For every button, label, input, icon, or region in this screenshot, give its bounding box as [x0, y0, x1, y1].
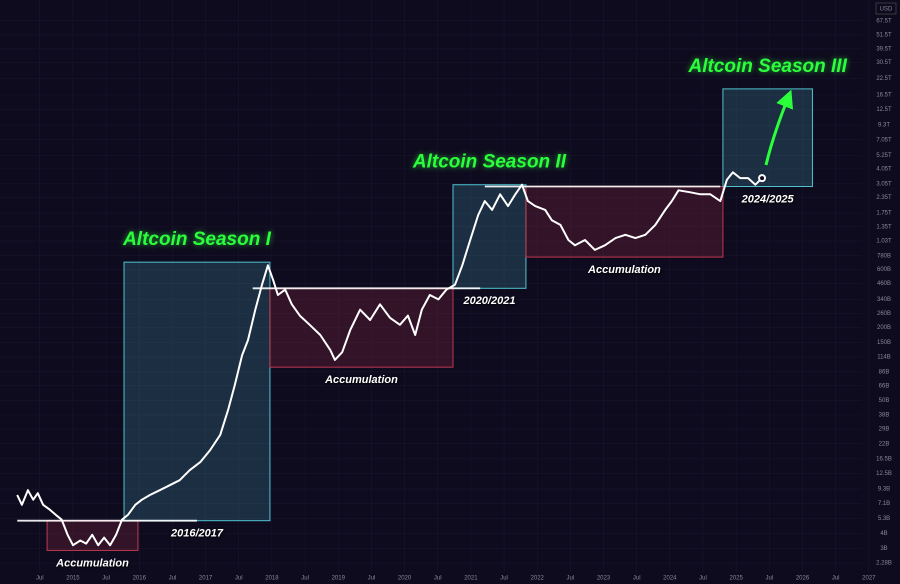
- y-tick-label: 2.35T: [876, 195, 892, 201]
- y-tick-label: 9.3B: [878, 487, 890, 493]
- zone-label: Accumulation: [324, 374, 398, 386]
- y-tick-label: 114B: [877, 355, 891, 361]
- x-tick-label: 2022: [531, 576, 545, 582]
- y-tick-label: 12.5T: [876, 107, 892, 113]
- y-tick-label: 38B: [879, 412, 890, 418]
- zone: [722, 88, 813, 188]
- y-tick-label: 67.5T: [876, 18, 892, 24]
- x-tick-label: Jul: [699, 576, 707, 582]
- y-tick-label: 50B: [879, 398, 890, 404]
- y-tick-label: 2.28B: [876, 561, 892, 567]
- season-title: Altcoin Season II: [412, 152, 567, 173]
- y-tick-label: 51.5T: [876, 33, 892, 39]
- grid: [0, 0, 870, 572]
- y-tick-label: 1.03T: [876, 239, 892, 245]
- x-tick-label: 2017: [199, 576, 213, 582]
- arrow: [764, 89, 794, 166]
- y-tick-label: 7.05T: [876, 137, 892, 143]
- x-tick-label: Jul: [102, 576, 110, 582]
- y-tick-label: 200B: [877, 325, 891, 331]
- y-tick-label: 340B: [877, 297, 891, 303]
- x-tick-label: 2018: [265, 576, 279, 582]
- x-tick-label: 2027: [862, 576, 876, 582]
- y-tick-label: 460B: [877, 281, 891, 287]
- y-tick-label: 4.05T: [876, 166, 892, 172]
- x-tick-label: Jul: [368, 576, 376, 582]
- x-tick-label: 2023: [597, 576, 611, 582]
- y-tick-label: 16.5B: [876, 456, 892, 462]
- x-tick-label: Jul: [832, 576, 840, 582]
- x-tick-label: Jul: [36, 576, 44, 582]
- y-tick-label: 1.75T: [876, 211, 892, 217]
- season-title: Altcoin Season III: [687, 56, 847, 77]
- x-tick-label: Jul: [301, 576, 309, 582]
- y-tick-label: 86B: [879, 369, 890, 375]
- y-tick-label: 29B: [879, 427, 890, 433]
- x-tick-label: 2021: [464, 576, 478, 582]
- y-tick-label: 16.5T: [876, 92, 892, 98]
- y-tick-label: 12.5B: [876, 471, 892, 477]
- x-tick-label: Jul: [766, 576, 774, 582]
- zone-label: Accumulation: [587, 264, 661, 276]
- zones: [46, 88, 813, 551]
- zone: [269, 287, 454, 368]
- currency: USD: [880, 7, 893, 13]
- x-tick-label: 2019: [332, 576, 346, 582]
- last-point: [758, 174, 767, 183]
- x-tick-label: 2016: [133, 576, 147, 582]
- x-tick-label: 2025: [730, 576, 744, 582]
- zone: [525, 186, 724, 258]
- y-tick-label: 260B: [877, 311, 891, 317]
- x-tick-label: 2026: [796, 576, 810, 582]
- plot: [16, 171, 767, 547]
- y-tick-label: 4B: [880, 531, 887, 537]
- y-tick-label: 600B: [877, 267, 891, 273]
- y-tick-label: 7.1B: [878, 501, 890, 507]
- y-tick-label: 22.5T: [876, 76, 892, 82]
- y-tick-label: 150B: [877, 340, 891, 346]
- x-tick-label: Jul: [567, 576, 575, 582]
- x-tick-label: Jul: [500, 576, 508, 582]
- y-tick-label: 39.5T: [876, 47, 892, 53]
- zone: [123, 261, 271, 522]
- x-tick-label: Jul: [434, 576, 442, 582]
- y-tick-label: 5.3B: [878, 516, 890, 522]
- y-tick-label: 30.5T: [876, 60, 892, 66]
- x-tick-label: 2015: [66, 576, 80, 582]
- zone-label: 2020/2021: [462, 295, 515, 307]
- axes: 67.5T 51.5T 39.5T 30.5T 22.5T 16.5T 12.5T 9.3T 7…: [36, 18, 892, 581]
- y-tick-label: 9.3T: [878, 123, 890, 129]
- line: [16, 171, 763, 547]
- y-tick-label: 1.35T: [876, 224, 892, 230]
- currency-box: [875, 2, 897, 15]
- season-title: Altcoin Season I: [122, 229, 272, 250]
- x-tick-label: 2020: [398, 576, 412, 582]
- y-tick-label: 3.05T: [876, 181, 892, 187]
- zone: [452, 184, 527, 289]
- y-tick-label: 22B: [879, 441, 890, 447]
- y-tick-label: 5.25T: [876, 153, 892, 159]
- x-tick-label: Jul: [235, 576, 243, 582]
- zone-label: Accumulation: [55, 557, 129, 569]
- zone-label: 2016/2017: [170, 528, 224, 540]
- y-tick-label: 66B: [879, 383, 890, 389]
- zone-label: 2024/2025: [741, 193, 795, 205]
- y-tick-label: 3B: [880, 546, 887, 552]
- x-tick-label: 2024: [663, 576, 677, 582]
- x-tick-label: Jul: [633, 576, 641, 582]
- y-tick-label: 780B: [877, 253, 891, 259]
- x-tick-label: Jul: [169, 576, 177, 582]
